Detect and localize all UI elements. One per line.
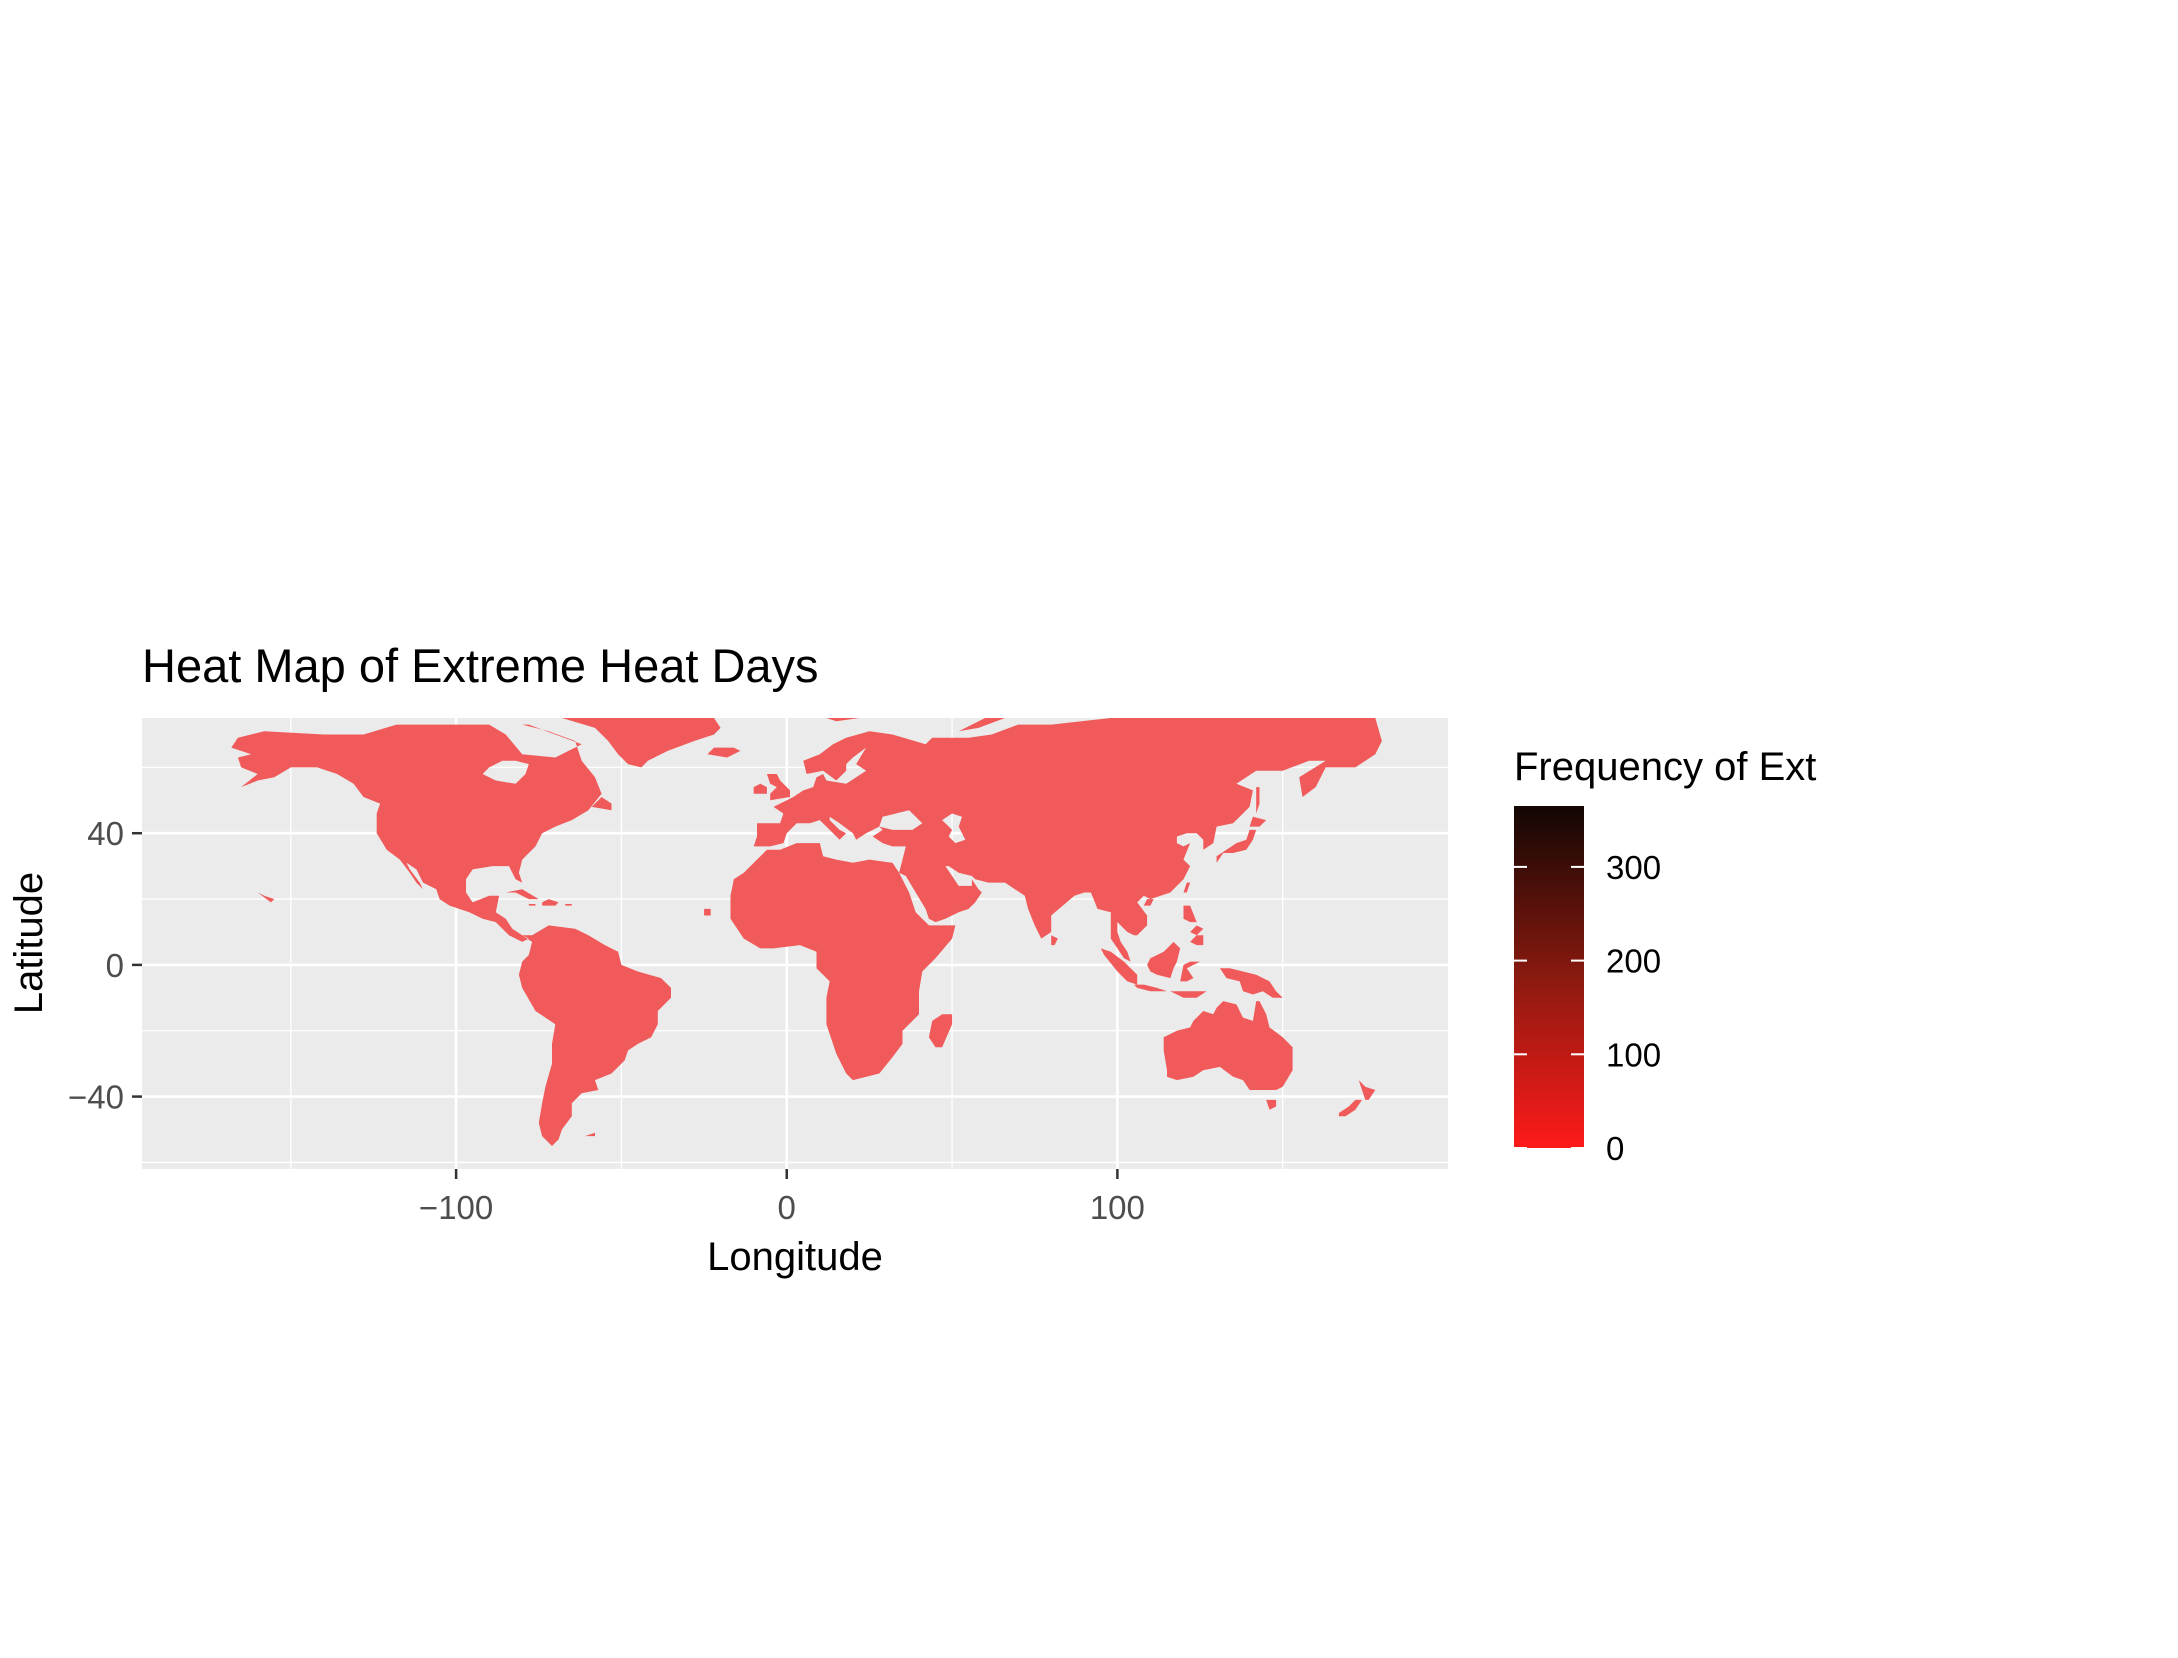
x-tick-label: −100	[419, 1189, 493, 1226]
chart-title: Heat Map of Extreme Heat Days	[142, 639, 819, 692]
y-tick-label: 40	[87, 815, 124, 852]
y-axis-label: Latitude	[7, 872, 51, 1014]
x-axis: −100 0 100	[419, 1169, 1145, 1226]
x-axis-label: Longitude	[707, 1235, 883, 1279]
legend: Frequency of Ext 0 100 200 300	[1514, 745, 1816, 1167]
x-tick-label: 100	[1090, 1189, 1145, 1226]
legend-title: Frequency of Ext	[1514, 745, 1816, 789]
legend-tick-label: 300	[1606, 849, 1661, 886]
y-tick-label: −40	[68, 1079, 124, 1116]
legend-ticks: 0 100 200 300	[1514, 849, 1661, 1167]
land-layer	[231, 718, 1382, 1146]
legend-colorbar	[1514, 806, 1584, 1148]
legend-tick-label: 100	[1606, 1036, 1661, 1073]
y-tick-label: 0	[106, 947, 124, 984]
legend-tick-label: 200	[1606, 943, 1661, 980]
x-tick-label: 0	[778, 1189, 796, 1226]
land-tiles	[231, 718, 1382, 1146]
legend-tick-label: 0	[1606, 1130, 1624, 1167]
y-axis: 40 0 −40	[68, 815, 142, 1116]
